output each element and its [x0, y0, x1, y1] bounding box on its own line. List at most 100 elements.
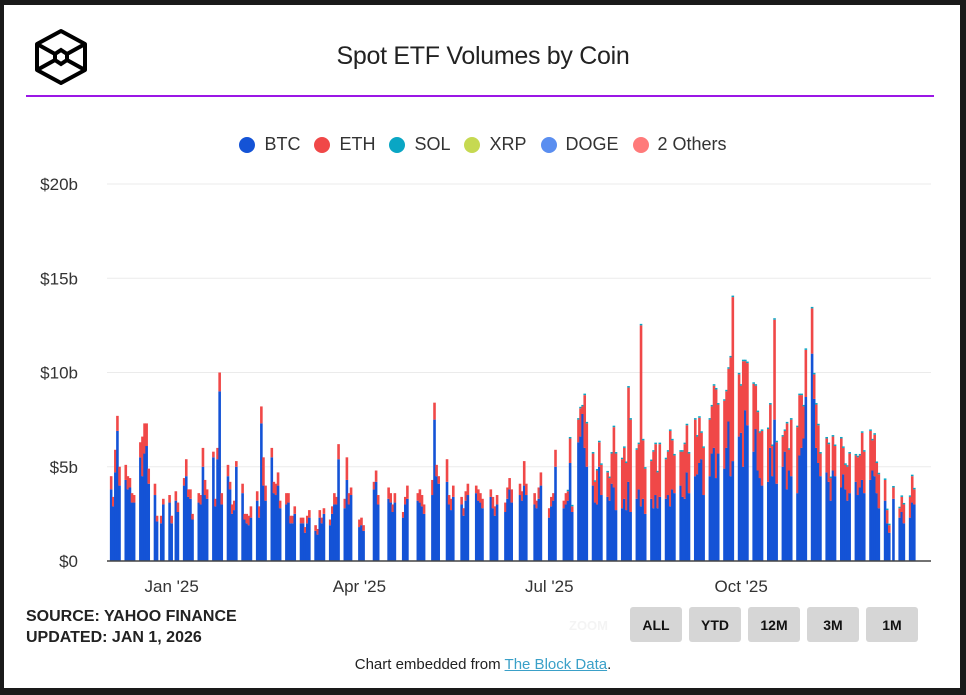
bar-btc: [716, 453, 720, 561]
range-button-ytd[interactable]: YTD: [689, 607, 741, 642]
bar-btc: [504, 511, 507, 561]
legend-label: BTC: [264, 134, 301, 154]
bar-sol: [752, 382, 755, 384]
bar-eth: [362, 525, 365, 531]
bar-btc: [451, 496, 455, 561]
bar-btc: [731, 461, 735, 561]
bar-btc: [783, 451, 787, 561]
bar-eth: [842, 447, 845, 475]
bar-sol: [579, 406, 582, 409]
bar-sol: [714, 387, 718, 390]
bar-btc: [804, 397, 808, 561]
legend-item-sol[interactable]: SOL: [389, 134, 450, 155]
legend-item-eth[interactable]: ETH: [314, 134, 375, 155]
bar-eth: [141, 436, 144, 477]
bar-eth: [585, 423, 589, 467]
the-block-logo-icon: [35, 29, 87, 85]
bar-btc: [687, 493, 691, 561]
bar-eth: [447, 495, 451, 505]
bar-btc: [566, 500, 570, 561]
bar-btc: [422, 513, 426, 561]
bar-btc: [802, 438, 806, 561]
legend-item-btc[interactable]: BTC: [239, 134, 300, 155]
bar-btc: [746, 425, 749, 561]
bar-eth: [214, 498, 217, 507]
bar-btc: [218, 391, 221, 561]
bar-sol: [712, 384, 716, 386]
bar-eth: [725, 391, 728, 448]
bar-eth: [798, 395, 801, 456]
bar-btc: [320, 523, 324, 561]
bar-sol: [612, 425, 616, 428]
bar-eth: [812, 374, 816, 399]
bar-eth: [264, 485, 267, 501]
bar-btc: [614, 510, 618, 561]
bar-eth: [508, 478, 511, 490]
bar-eth: [741, 361, 745, 467]
bar-eth: [910, 476, 914, 503]
bar-btc: [533, 504, 536, 561]
legend-item-doge[interactable]: DOGE: [540, 134, 619, 155]
bar-sol: [875, 461, 879, 463]
bar-btc: [641, 498, 645, 561]
legend-item-xrp[interactable]: XRP: [464, 134, 527, 155]
range-button-1m[interactable]: 1M: [866, 607, 918, 642]
bar-sol: [829, 476, 833, 479]
bar-eth: [627, 387, 630, 482]
bar-btc: [842, 474, 845, 561]
bar-sol: [758, 431, 762, 433]
bar-eth: [746, 363, 749, 426]
bar-btc: [143, 453, 146, 561]
bar-eth: [537, 487, 541, 499]
legend-item-2-others[interactable]: 2 Others: [632, 134, 727, 155]
bar-btc: [892, 498, 895, 561]
bar-btc: [141, 476, 144, 561]
bar-sol: [848, 452, 851, 454]
bar-btc: [393, 502, 397, 561]
range-button-all[interactable]: ALL: [630, 607, 682, 642]
bar-eth: [228, 481, 232, 490]
bar-btc: [625, 510, 628, 561]
bar-btc: [349, 495, 353, 561]
source-info: SOURCE: YAHOO FINANCE UPDATED: JAN 1, 20…: [26, 606, 237, 648]
bar-sol: [887, 523, 891, 526]
bar-eth: [833, 446, 837, 477]
bar-btc: [376, 504, 380, 561]
bar-eth: [201, 447, 205, 467]
bar-eth: [147, 468, 151, 484]
bar-eth: [860, 432, 864, 480]
bar-eth: [199, 495, 203, 505]
bar-sol: [737, 372, 741, 375]
legend-label: SOL: [414, 134, 451, 154]
bar-sol: [883, 478, 887, 480]
bar-btc: [693, 476, 697, 561]
bar-btc: [132, 502, 136, 561]
bar-eth: [170, 515, 173, 524]
bar-eth: [404, 496, 407, 505]
bar-eth: [595, 470, 599, 505]
bar-eth: [343, 498, 347, 509]
bar-btc: [671, 489, 674, 561]
bar-sol: [637, 442, 641, 445]
bar-btc: [875, 493, 879, 561]
range-button-3m[interactable]: 3M: [807, 607, 859, 642]
range-button-12m[interactable]: 12M: [748, 607, 800, 642]
bar-btc: [220, 504, 224, 561]
bar-sol: [673, 453, 676, 456]
bar-btc: [854, 481, 858, 561]
bar-btc: [406, 498, 409, 561]
bar-btc: [333, 504, 336, 561]
bar-btc: [257, 517, 261, 561]
the-block-data-link[interactable]: The Block Data: [504, 656, 608, 673]
bar-btc: [187, 496, 190, 561]
bar-eth: [854, 455, 858, 482]
bar-eth: [416, 493, 420, 501]
bar-eth: [729, 357, 733, 477]
bar-btc: [744, 410, 747, 561]
bar-btc: [260, 423, 263, 561]
bar-btc: [449, 510, 453, 561]
bar-eth: [875, 462, 879, 494]
bar-eth: [900, 496, 904, 512]
bar-eth: [785, 423, 789, 490]
bar-sol: [725, 389, 728, 392]
